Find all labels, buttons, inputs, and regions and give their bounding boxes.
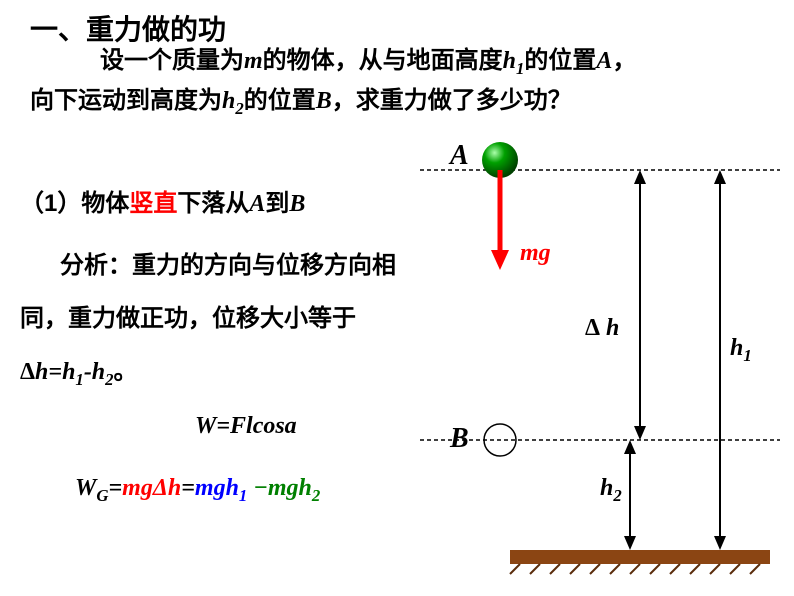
problem-text: 向下运动到高度为 [30, 87, 222, 114]
wg-mgh2: mgh [268, 475, 312, 501]
var-h2: h [222, 88, 235, 114]
label-B: B [450, 423, 469, 455]
ground-rect [510, 550, 770, 564]
var-B: B [316, 88, 332, 114]
formula-w-flcosa: W=Flcosa [195, 413, 297, 440]
problem-statement: 设一个质量为m的物体，从与地面高度h1的位置A， [100, 42, 780, 83]
wg-sub2: 2 [312, 486, 320, 505]
period: 。 [114, 359, 138, 385]
problem-text: ，求重力做了多少功？ [332, 87, 572, 114]
problem-text: 的位置 [524, 47, 596, 74]
dim-deltah-arrow-bot [634, 426, 646, 440]
analysis-text: 同，重力做正功，位移大小等于 [20, 305, 356, 332]
var-h1: h [503, 48, 516, 74]
wg-mgh1: mgh [195, 475, 239, 501]
wg-mgdh: mgΔh [122, 475, 181, 501]
wg-eq: = [108, 475, 122, 501]
label-h2: h2 [600, 475, 622, 506]
var-h2-sub: 2 [235, 99, 243, 118]
var-m: m [244, 48, 263, 74]
wg-w: W [75, 475, 96, 501]
dim-h1-arrow-bot [714, 536, 726, 550]
delta-h-equation: Δh=h1-h2。 [20, 346, 420, 399]
case-red-text: 竖直 [129, 190, 177, 217]
label-h1: h1 [730, 335, 752, 366]
var-B: B [289, 191, 305, 217]
wg-eq2: = [181, 475, 195, 501]
case-text: 到 [265, 190, 289, 217]
delta-symbol: Δ [20, 359, 35, 385]
dim-h1-arrow-top [714, 170, 726, 184]
sub-1: 1 [75, 370, 83, 389]
wg-sub: G [96, 486, 108, 505]
analysis-block-line2: 同，重力做正功，位移大小等于 [20, 293, 420, 346]
label-deltah: Δ h [585, 315, 619, 342]
problem-text: 的物体，从与地面高度 [263, 47, 503, 74]
analysis-text: 重力的方向与位移方向相 [132, 252, 396, 279]
problem-text: 的位置 [244, 87, 316, 114]
physics-diagram: A B mg Δ h h1 h2 [420, 140, 780, 580]
label-mg: mg [520, 240, 551, 267]
problem-text: 设一个质量为 [100, 47, 244, 74]
var-A: A [596, 48, 612, 74]
label-A: A [450, 140, 469, 172]
problem-statement-line2: 向下运动到高度为h2的位置B，求重力做了多少功？ [30, 82, 780, 123]
formula-text: W=Flcosa [195, 413, 297, 439]
dim-h2-arrow-top [624, 440, 636, 454]
dim-deltah-arrow-top [634, 170, 646, 184]
diagram-svg [420, 140, 780, 580]
delta-h-text: h=h [35, 359, 75, 385]
mg-arrow-head [491, 250, 509, 270]
wg-minus: − [247, 475, 268, 501]
formula-wg: WG=mgΔh=mgh1 −mgh2 [75, 475, 320, 506]
sub-2: 2 [105, 370, 113, 389]
case-title: （1）物体竖直下落从A到B [20, 183, 305, 218]
minus-h: -h [84, 359, 105, 385]
case-text: （1）物体 [20, 190, 129, 217]
dim-h2-arrow-bot [624, 536, 636, 550]
analysis-label: 分析： [60, 252, 132, 279]
problem-text: ， [612, 47, 636, 74]
analysis-block: 分析：重力的方向与位移方向相 [60, 240, 420, 293]
var-A: A [249, 191, 265, 217]
title-text: 一、重力做的功 [30, 14, 226, 45]
ground-hatch [510, 564, 760, 574]
case-text: 下落从 [177, 190, 249, 217]
